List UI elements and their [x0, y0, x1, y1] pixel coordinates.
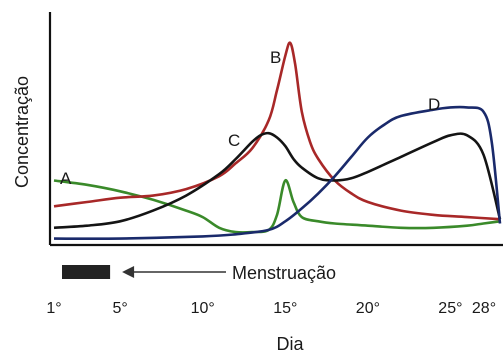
x-tick-labels: 1° 5° 10° 15° 20° 25° 28°	[46, 300, 496, 317]
menstruation-bar	[62, 265, 111, 279]
menstruation-arrow-head	[122, 266, 135, 278]
x-tick-label: 20°	[356, 300, 380, 317]
x-tick-label: 5°	[112, 300, 127, 317]
label-layer: A B C D	[60, 48, 440, 188]
menstruation-label: Menstruação	[232, 263, 336, 283]
series-label-b: B	[270, 48, 281, 67]
series-line-b	[53, 41, 501, 221]
series-line-c	[53, 131, 502, 230]
series-line-d	[53, 105, 502, 241]
x-tick-label: 10°	[191, 300, 215, 317]
series-label-c: C	[228, 131, 240, 150]
x-tick-label: 15°	[273, 300, 297, 317]
x-axis-title: Dia	[276, 334, 304, 354]
series-label-d: D	[428, 95, 440, 114]
x-tick-label: 25°	[438, 300, 462, 317]
series-label-a: A	[60, 169, 72, 188]
y-axis-title: Concentração	[12, 76, 32, 188]
x-tick-label: 28°	[472, 300, 496, 317]
x-tick-label: 1°	[46, 300, 61, 317]
series-line-a	[53, 179, 501, 234]
series-layer	[53, 41, 502, 241]
